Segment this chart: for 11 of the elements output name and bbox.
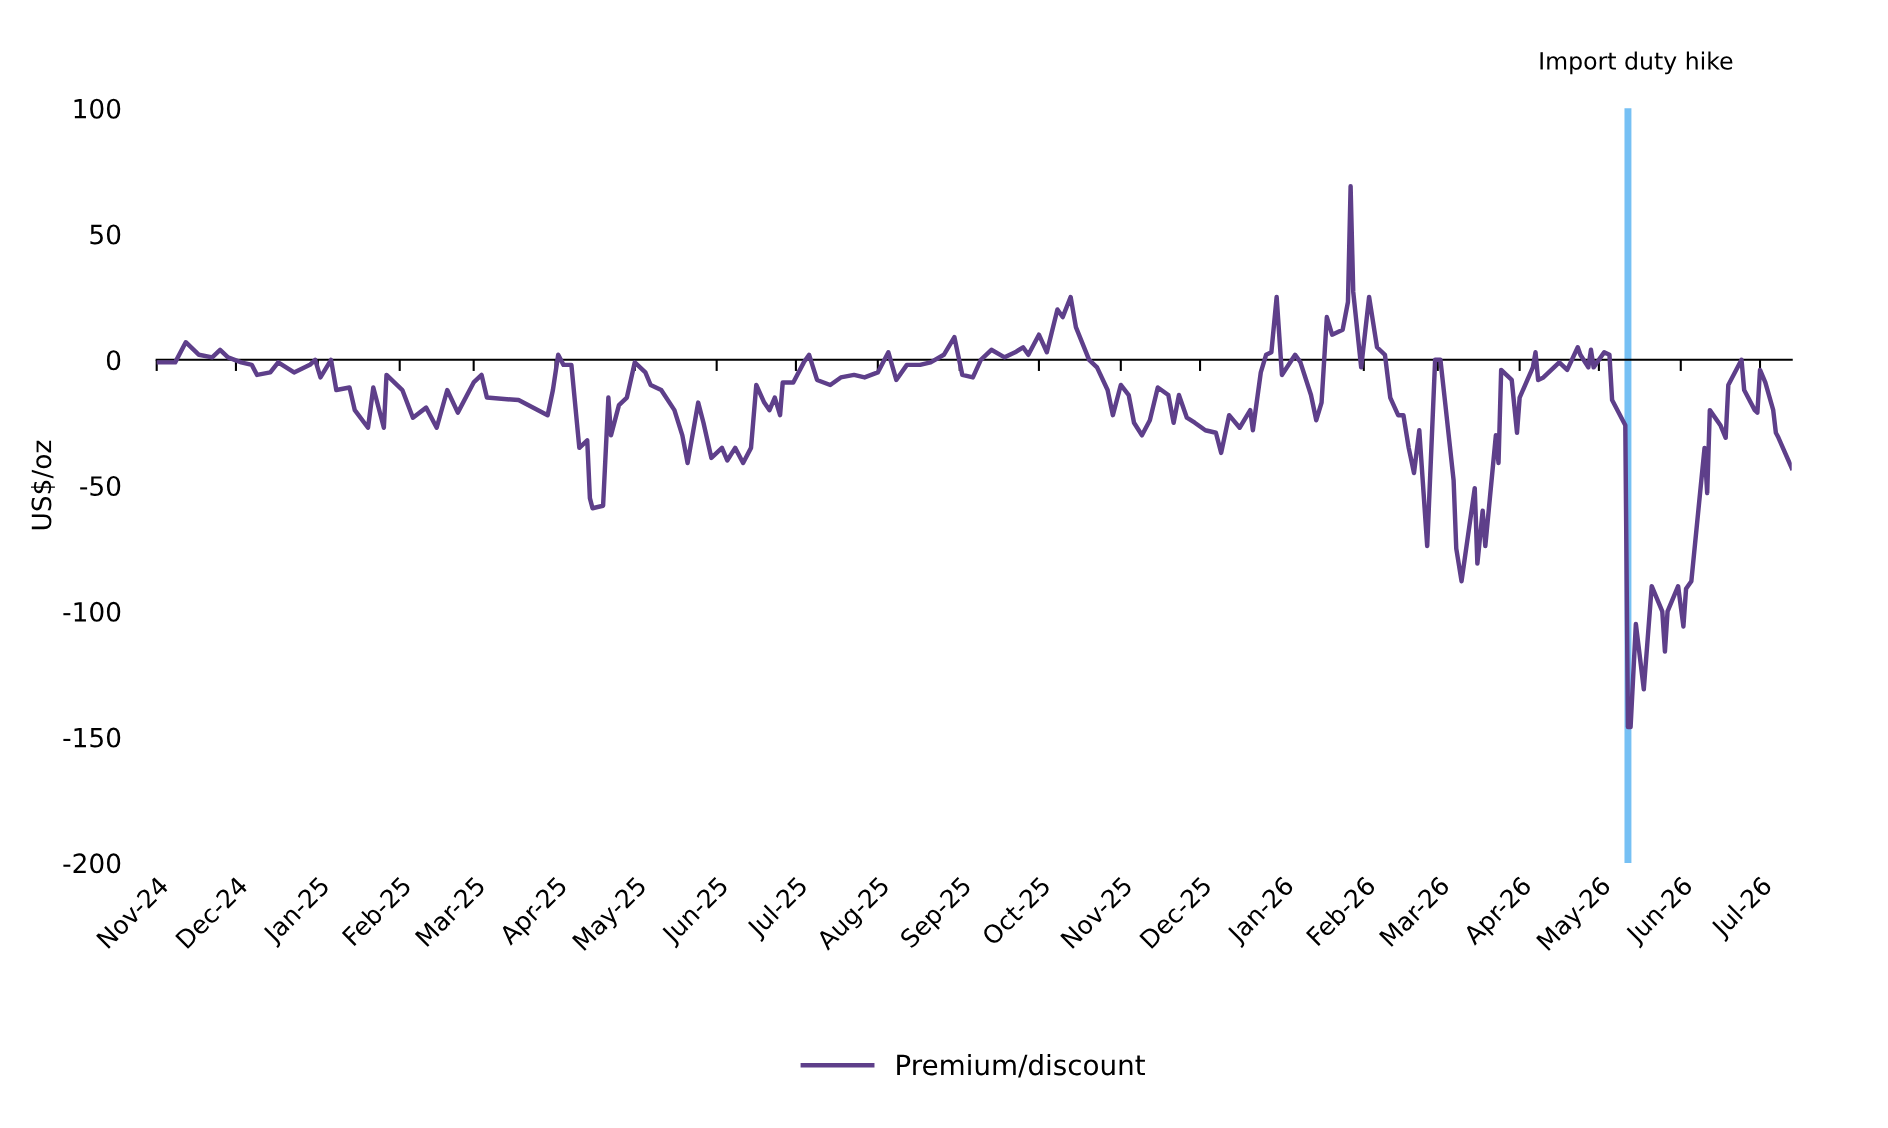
legend-label: Premium/discount [897, 1053, 1145, 1078]
y-tick-label: -100 [63, 601, 121, 622]
y-tick-label: 50 [90, 224, 121, 245]
line-series [156, 184, 1792, 730]
y-tick-label: -150 [63, 727, 121, 748]
y-tick-label: 0 [106, 350, 121, 371]
y-tick-label: -50 [80, 476, 121, 496]
ref-line-label: Import duty hike [1540, 51, 1733, 75]
y-tick-label: 100 [74, 98, 121, 119]
y-tick-label: -200 [63, 853, 121, 874]
y-axis-title: US$/oz [31, 440, 55, 530]
